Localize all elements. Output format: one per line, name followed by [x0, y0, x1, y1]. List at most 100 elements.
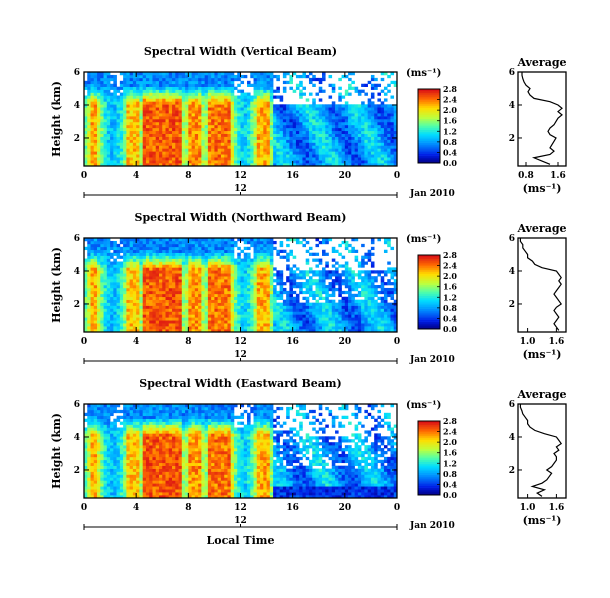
heatmap-cell [162, 145, 166, 149]
heatmap-cell [260, 249, 264, 253]
heatmap-cell [253, 154, 258, 158]
heatmap-cell [214, 258, 218, 262]
heatmap-cell [155, 329, 160, 333]
heatmap-cell [129, 119, 134, 123]
heatmap-cell [338, 98, 342, 102]
heatmap-cell [175, 311, 179, 315]
heatmap-cell [247, 80, 251, 85]
heatmap-cell [136, 267, 140, 271]
colorbar-tick-label: 2.8 [443, 84, 457, 94]
heatmap-cell [162, 267, 166, 271]
heatmap-cell [247, 246, 251, 251]
heatmap-cell [119, 145, 124, 149]
heatmap-cell [152, 238, 157, 242]
colorbar-segment [418, 138, 440, 142]
heatmap-cell [220, 107, 225, 111]
heatmap-cell [90, 110, 95, 114]
heatmap-cell [168, 320, 173, 324]
heatmap-cell [233, 113, 238, 117]
heatmap-cell [155, 110, 160, 114]
heatmap-cell [325, 142, 329, 146]
heatmap-cell [289, 290, 293, 295]
heatmap-cell [250, 296, 254, 300]
heatmap-cell [240, 299, 245, 303]
heatmap-cell [165, 249, 170, 253]
heatmap-cell [142, 163, 147, 167]
heatmap-cell [220, 77, 225, 82]
heatmap-cell [273, 116, 277, 120]
heatmap-cell [90, 145, 95, 149]
heatmap-cell [129, 302, 134, 306]
heatmap-cell [211, 282, 215, 286]
heatmap-cell [103, 127, 108, 132]
heatmap-cell [263, 148, 267, 152]
heatmap-cell [380, 160, 385, 164]
heatmap-cell [227, 80, 232, 85]
heatmap-cell [136, 98, 140, 102]
heatmap-cell [155, 290, 160, 295]
heatmap-cell [390, 130, 395, 134]
heatmap-cell [315, 287, 320, 292]
heatmap-cell [152, 329, 157, 333]
heatmap-cell [129, 311, 134, 315]
heatmap-cell [129, 104, 134, 108]
heatmap-cell [211, 77, 215, 82]
heatmap-cell [348, 77, 352, 82]
heatmap-cell [188, 113, 192, 117]
colorbar-segment [418, 120, 440, 123]
heatmap-cell [201, 258, 205, 262]
heatmap-cell [198, 151, 202, 155]
heatmap-cell [178, 314, 183, 318]
heatmap-cell [139, 89, 143, 93]
heatmap-cell [253, 95, 258, 99]
heatmap-cell [132, 98, 137, 102]
heatmap-cell [113, 104, 117, 108]
heatmap-cell [348, 86, 352, 90]
heatmap-cell [181, 290, 186, 295]
heatmap-cell [162, 299, 166, 303]
heatmap-cell [175, 276, 179, 280]
heatmap-cell [119, 293, 124, 298]
heatmap-cell [220, 296, 225, 300]
heatmap-cell [207, 80, 212, 85]
heatmap-cell [237, 101, 241, 105]
heatmap-cell [240, 121, 245, 126]
heatmap-cell [136, 142, 140, 146]
heatmap-cell [305, 279, 310, 283]
heatmap-cell [299, 270, 303, 274]
heatmap-cell [162, 89, 166, 93]
heatmap-cell [322, 74, 326, 79]
heatmap-cell [361, 145, 365, 149]
heatmap-cell [178, 279, 183, 283]
heatmap-cell [129, 74, 134, 79]
heatmap-cell [201, 320, 205, 324]
heatmap-cell [116, 296, 121, 300]
heatmap-cell [207, 124, 212, 129]
heatmap-cell [90, 249, 95, 253]
heatmap-cell [168, 130, 173, 134]
heatmap-cell [204, 238, 209, 242]
heatmap-cell [152, 287, 157, 292]
heatmap-cell [165, 139, 170, 143]
heatmap-cell [97, 290, 101, 295]
heatmap-cell [282, 74, 287, 79]
heatmap-cell [273, 121, 277, 126]
heatmap-cell [136, 77, 140, 82]
heatmap-cell [393, 119, 398, 123]
heatmap-cell [315, 107, 320, 111]
heatmap-cell [243, 148, 248, 152]
heatmap-cell [361, 101, 365, 105]
heatmap-cell [361, 116, 365, 120]
heatmap-cell [194, 136, 199, 140]
heatmap-cell [194, 249, 199, 253]
heatmap-cell [315, 320, 320, 324]
heatmap-cell [87, 145, 91, 149]
heatmap-cell [253, 89, 258, 93]
heatmap-cell [103, 72, 108, 76]
heatmap-cell [256, 121, 261, 126]
heatmap-cell [204, 127, 209, 132]
heatmap-cell [292, 148, 297, 152]
heatmap-cell [348, 124, 352, 129]
heatmap-cell [123, 323, 127, 327]
heatmap-cell [224, 139, 228, 143]
